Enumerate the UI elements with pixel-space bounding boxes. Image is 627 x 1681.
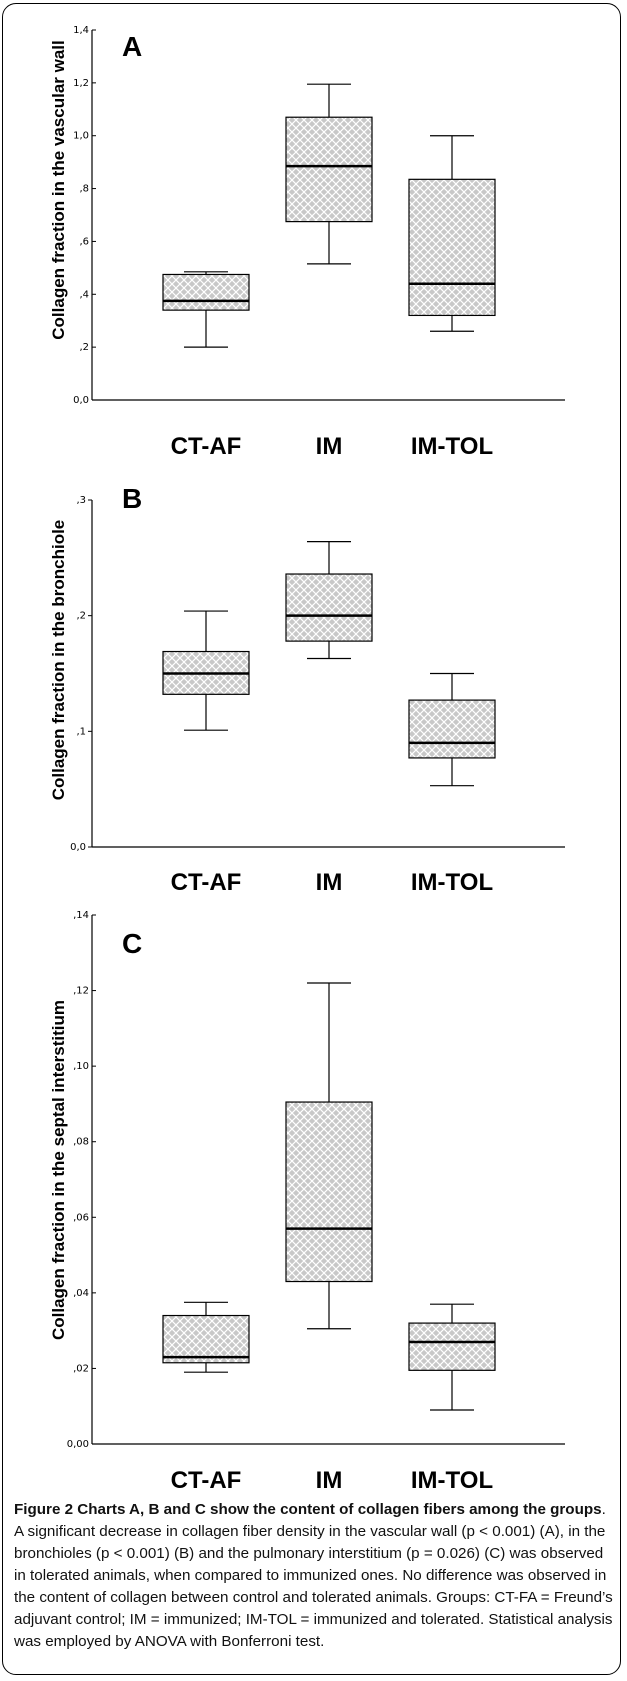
box-iqr — [285, 1101, 373, 1283]
y-tick-label: ,06 — [73, 1212, 89, 1223]
box-iqr — [162, 1314, 250, 1364]
y-axis-label: Collagen fraction in the bronchiole — [49, 520, 68, 801]
box-iqr — [408, 178, 496, 317]
category-label: IM-TOL — [411, 433, 493, 460]
box-iqr — [285, 573, 373, 642]
y-tick-label: ,6 — [79, 236, 89, 247]
y-tick-label: ,3 — [76, 495, 86, 506]
y-tick-label: ,10 — [73, 1061, 89, 1072]
y-tick-label: 1,4 — [73, 25, 89, 36]
y-tick-label: 0,0 — [70, 842, 86, 853]
y-tick-label: ,4 — [79, 289, 89, 300]
category-label: IM — [316, 869, 343, 896]
figure-caption: Figure 2 Charts A, B and C show the cont… — [14, 1499, 614, 1653]
y-axis-label: Collagen fraction in the vascular wall — [49, 40, 68, 339]
box-iqr — [408, 699, 496, 759]
y-tick-label: ,02 — [73, 1363, 89, 1374]
box-iqr — [285, 116, 373, 223]
caption-text: . A significant decrease in collagen fib… — [14, 1501, 613, 1650]
caption-title: Figure 2 Charts A, B and C show the cont… — [14, 1501, 602, 1518]
category-label: CT-AF — [171, 433, 242, 460]
y-tick-label: ,12 — [73, 986, 89, 997]
y-tick-label: ,08 — [73, 1137, 89, 1148]
box-iqr — [408, 1322, 496, 1371]
y-tick-label: ,14 — [73, 910, 89, 921]
y-tick-label: ,8 — [79, 184, 89, 195]
panel-letter: B — [122, 483, 142, 514]
box-iqr — [162, 273, 250, 311]
y-tick-label: 1,2 — [73, 78, 89, 89]
y-tick-label: ,1 — [76, 726, 86, 737]
chart-panel-c: 0,00 ,02 ,04 ,06 ,08 ,10 ,12 ,14 Collagen fracti… — [49, 910, 565, 1494]
y-axis-label: Collagen fraction in the septal intersti… — [49, 1000, 68, 1340]
category-label: IM-TOL — [411, 1467, 493, 1494]
chart-panel-a: 0,0 ,2 ,4 ,6 ,8 1,0 1,2 1,4 Collagen fraction in… — [49, 25, 565, 460]
chart-panel-b: 0,0 ,1 ,2 ,3 Collagen fraction in the bronch… — [49, 483, 565, 896]
y-tick-label: 1,0 — [73, 131, 89, 142]
category-label: IM — [316, 1467, 343, 1494]
panel-letter: C — [122, 928, 142, 959]
category-label: IM — [316, 433, 343, 460]
y-tick-label: ,2 — [79, 342, 89, 353]
y-tick-label: 0,0 — [73, 395, 89, 406]
panel-letter: A — [122, 31, 142, 62]
category-label: CT-AF — [171, 1467, 242, 1494]
y-tick-label: ,04 — [73, 1288, 89, 1299]
category-label: CT-AF — [171, 869, 242, 896]
figure-frame — [2, 3, 621, 1675]
category-label: IM-TOL — [411, 869, 493, 896]
y-tick-label: 0,00 — [67, 1439, 89, 1450]
y-tick-label: ,2 — [76, 611, 86, 622]
